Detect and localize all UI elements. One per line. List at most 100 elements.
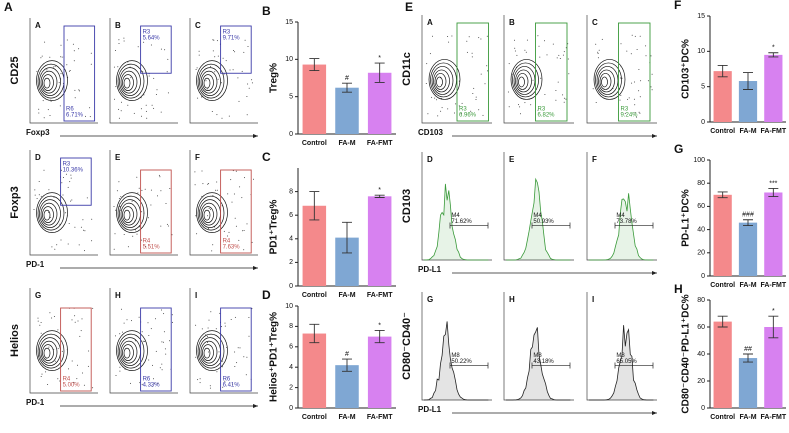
bar — [713, 194, 732, 276]
event-dot — [458, 80, 460, 82]
panel-letter: G — [427, 295, 433, 304]
event-dot — [74, 226, 76, 228]
event-dot — [559, 58, 561, 59]
event-dot — [146, 117, 148, 119]
event-dot — [159, 367, 161, 369]
event-dot — [234, 316, 236, 318]
event-dot — [148, 359, 150, 361]
flow-plot: A R66.71% — [29, 18, 98, 124]
event-dot — [227, 235, 228, 237]
y-axis-label: CD103⁺DC% — [681, 39, 692, 99]
error-bar — [309, 191, 320, 221]
event-dot — [87, 365, 89, 367]
event-dot — [241, 70, 243, 72]
event-dot — [639, 35, 641, 37]
event-dot — [651, 89, 653, 91]
event-dot — [150, 189, 152, 191]
event-dot — [207, 327, 209, 329]
y-tick-label: 4 — [289, 364, 293, 371]
event-dot — [475, 99, 477, 100]
plot-axes — [109, 288, 178, 394]
event-dot — [113, 206, 115, 207]
event-dot — [620, 94, 622, 96]
event-dot — [119, 202, 121, 204]
event-dot — [237, 77, 239, 79]
event-dot — [61, 169, 62, 171]
gate-name: M4 — [616, 213, 625, 219]
event-dot — [73, 60, 75, 62]
gate-name: R3 — [538, 107, 546, 113]
event-dot — [163, 331, 165, 333]
event-dot — [221, 326, 222, 328]
event-dot — [70, 200, 72, 202]
event-dot — [434, 83, 436, 85]
event-dot — [162, 341, 164, 343]
event-dot — [148, 335, 150, 336]
event-dot — [251, 241, 253, 243]
event-dot — [131, 320, 132, 322]
panel-letter: E — [115, 153, 121, 162]
event-dot — [238, 100, 240, 102]
y-tick-label: 20 — [697, 250, 705, 257]
event-dot — [117, 66, 119, 68]
event-dot — [120, 196, 122, 198]
event-dot — [115, 209, 117, 211]
event-dot — [221, 117, 223, 119]
y-axis-label: CD25 — [9, 56, 21, 84]
x-tick-label: Control — [710, 282, 735, 289]
event-dot — [52, 66, 54, 68]
event-dot — [227, 193, 229, 195]
event-dot — [246, 96, 248, 97]
event-dot — [81, 318, 83, 320]
panel-label: D — [262, 288, 271, 302]
panel-letter: G — [35, 291, 41, 300]
y-tick-label: 40 — [697, 226, 705, 233]
event-dot — [160, 190, 162, 192]
event-dot — [207, 228, 209, 229]
event-dot — [90, 52, 92, 54]
event-dot — [636, 49, 638, 50]
event-dot — [148, 75, 150, 77]
event-dot — [567, 58, 569, 60]
event-dot — [207, 351, 209, 353]
event-dot — [207, 183, 209, 185]
event-dot — [40, 322, 42, 323]
gate-name: M8 — [451, 353, 460, 359]
event-dot — [216, 371, 218, 373]
gate-percent: 6.96% — [459, 113, 477, 119]
event-dot — [41, 55, 43, 57]
event-dot — [122, 196, 124, 198]
error-bar — [342, 358, 352, 372]
event-dot — [562, 54, 564, 56]
gate-percent: 5.64% — [143, 36, 161, 42]
event-dot — [49, 312, 51, 314]
event-dot — [44, 41, 46, 43]
event-dot — [206, 335, 208, 337]
event-dot — [601, 38, 603, 40]
event-dot — [484, 83, 486, 85]
event-dot — [525, 51, 527, 53]
event-dot — [487, 70, 488, 72]
event-dot — [141, 331, 143, 333]
gate-percent: 7.63% — [223, 245, 241, 251]
event-dot — [114, 98, 115, 100]
marker-gate — [449, 362, 489, 369]
contour — [40, 340, 58, 364]
plot-axes — [586, 15, 657, 124]
contour — [43, 77, 51, 89]
event-dot — [567, 43, 569, 45]
event-dot — [61, 182, 63, 184]
event-dot — [123, 322, 125, 324]
event-dot — [565, 47, 567, 49]
event-dot — [597, 53, 599, 54]
plot-axes — [189, 18, 258, 124]
panel-letter: E — [509, 155, 515, 164]
event-dot — [113, 248, 115, 250]
x-tick-label: Control — [302, 292, 327, 299]
event-dot — [204, 90, 206, 92]
event-dot — [83, 384, 85, 386]
event-dot — [164, 348, 166, 350]
event-dot — [621, 77, 623, 79]
